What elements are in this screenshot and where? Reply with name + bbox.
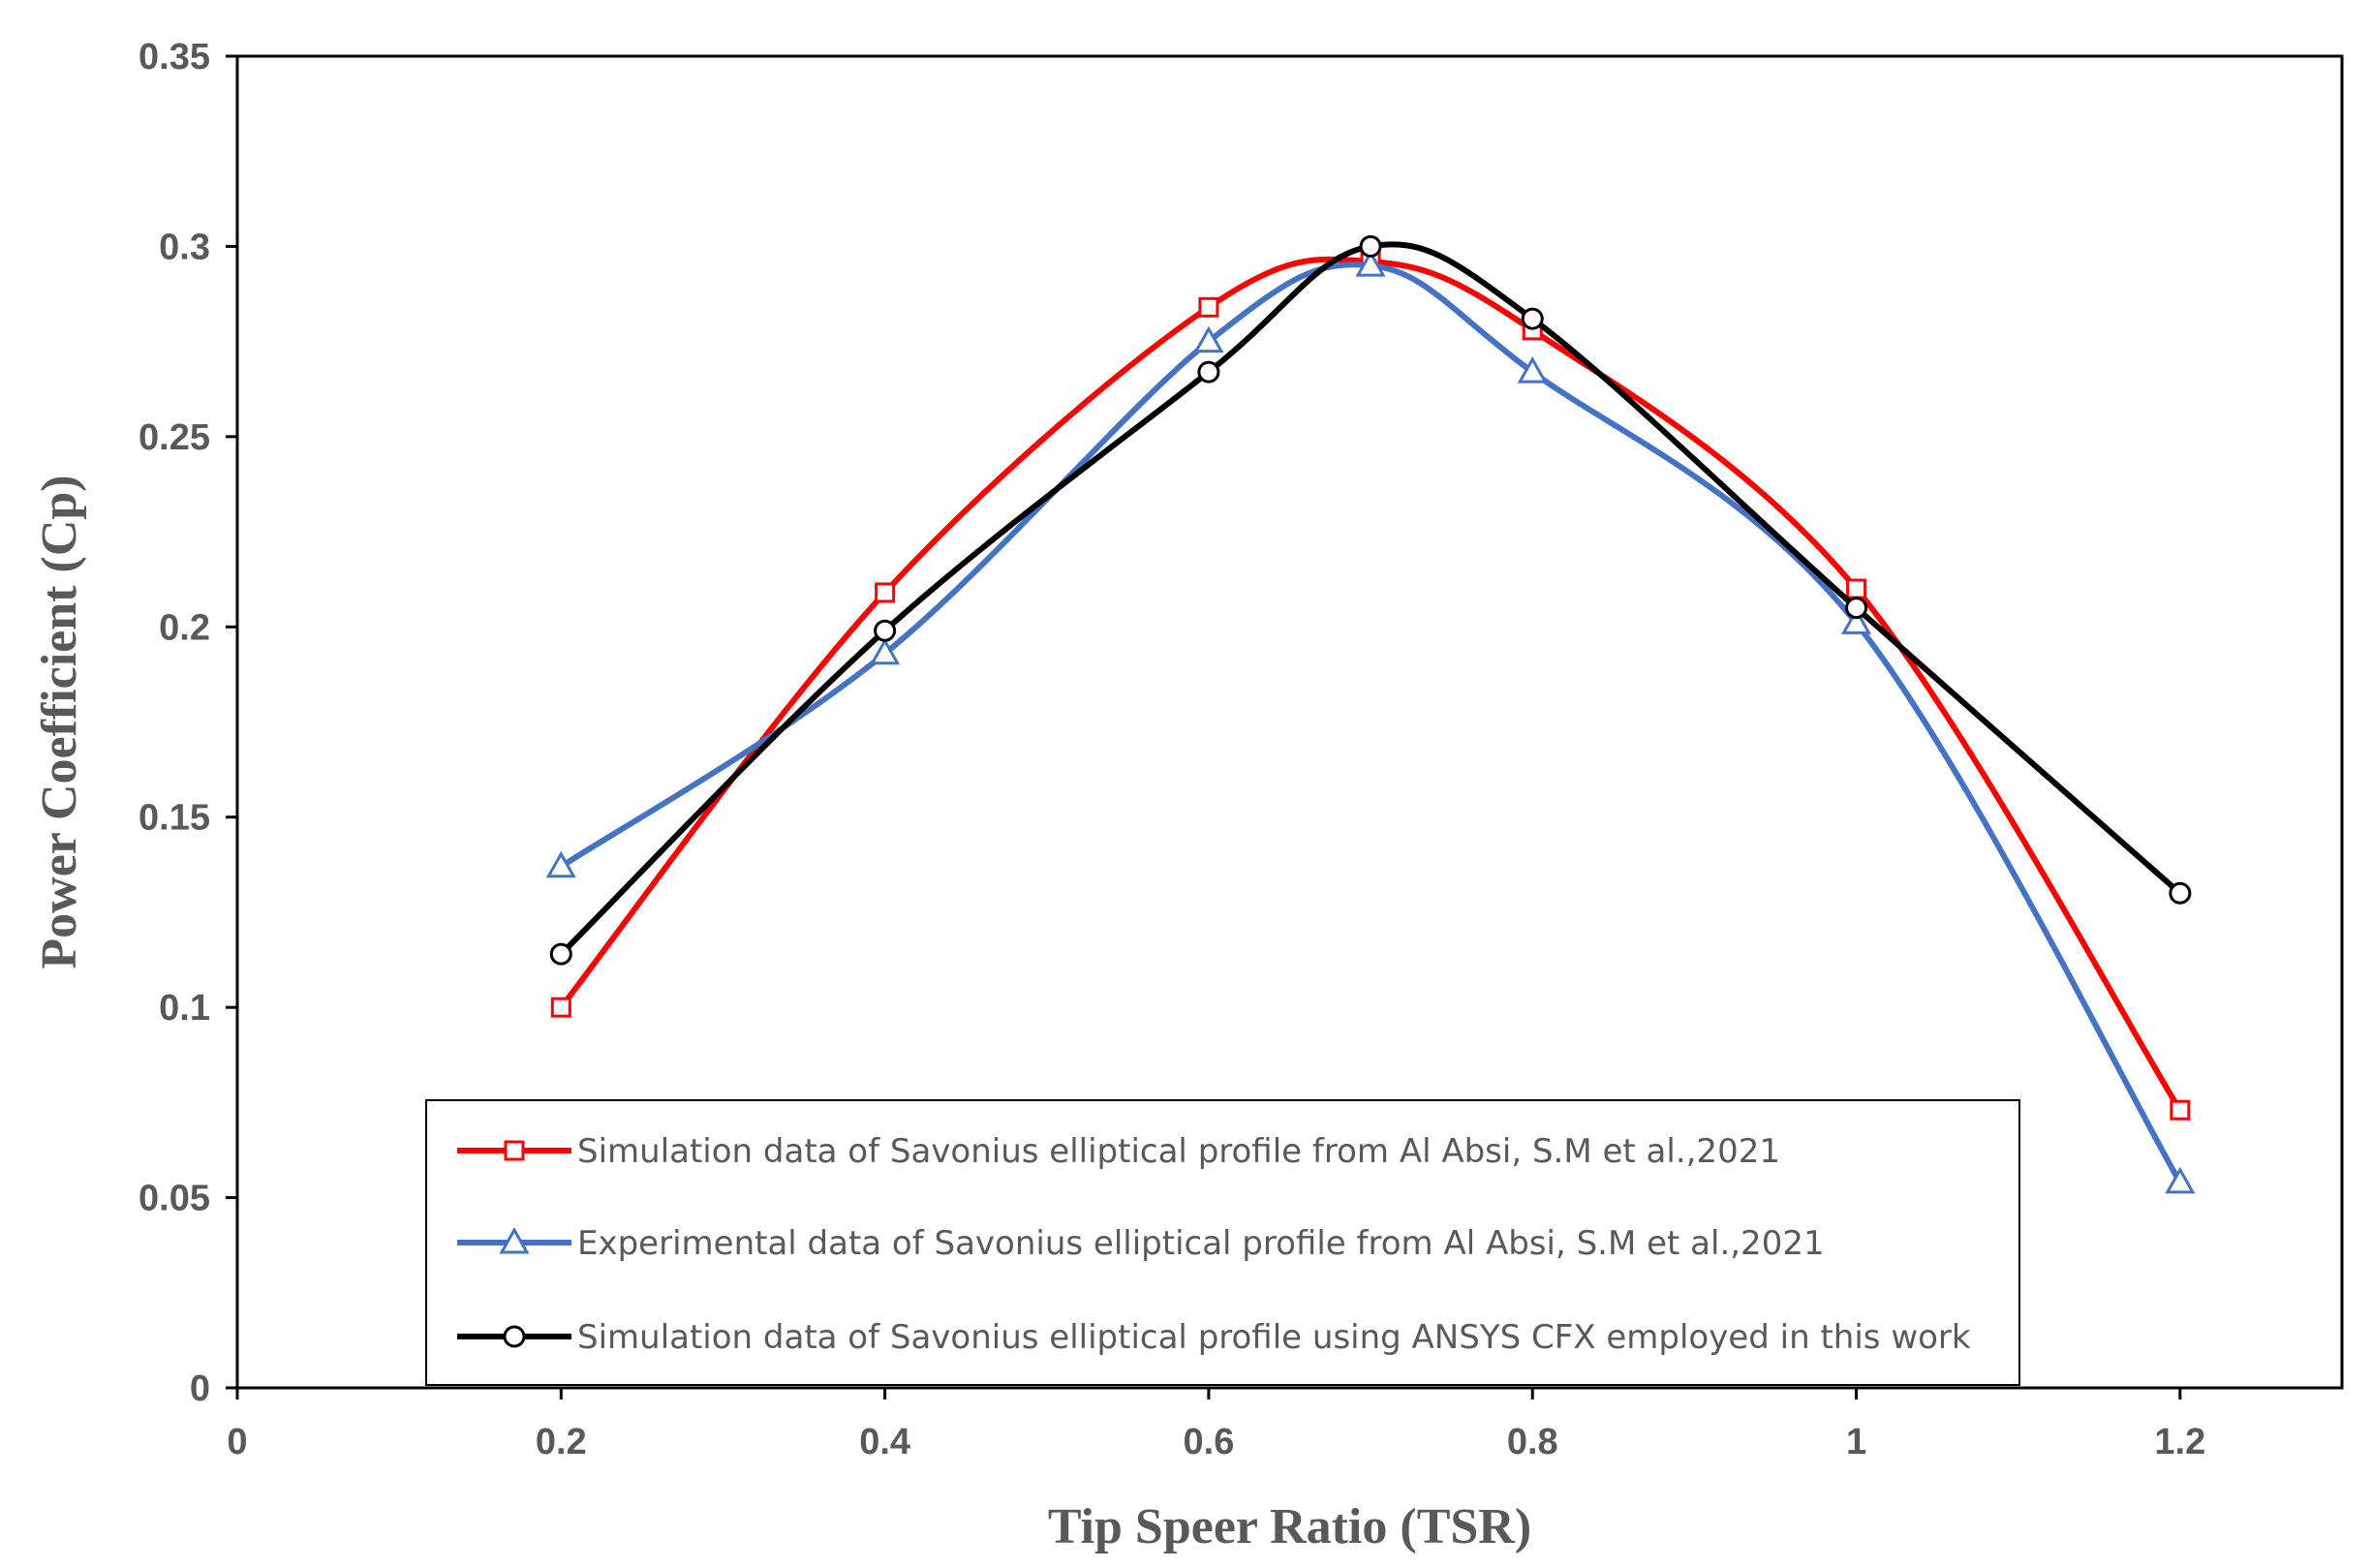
data-point-square: [875, 582, 896, 603]
series-2: [545, 250, 2196, 1194]
series-line: [558, 261, 2183, 1185]
plot-area-frame: [235, 54, 2344, 1390]
data-point-circle: [1521, 307, 1544, 330]
y-tick-label: 0.35: [139, 37, 210, 77]
series-line: [558, 241, 2183, 958]
legend-swatch-marker: [504, 1140, 525, 1161]
legend-label: Experimental data of Savonius elliptical…: [577, 1224, 1825, 1263]
y-axis-title: Power Coefficient (Cp): [32, 475, 87, 968]
data-point-triangle: [1840, 607, 1872, 634]
series-line: [558, 256, 2183, 1114]
data-point-triangle: [1193, 325, 1224, 354]
y-tick-label: 0.3: [159, 227, 210, 267]
y-tick-label: 0.05: [139, 1179, 210, 1219]
data-point-circle: [2169, 881, 2192, 905]
data-point-triangle: [2165, 1166, 2196, 1194]
y-tick-label: 0: [190, 1368, 210, 1409]
legend-items: Simulation data of Savonius elliptical p…: [457, 1132, 1971, 1357]
y-tick-label: 0.1: [159, 988, 210, 1029]
legend: Simulation data of Savonius elliptical p…: [425, 1099, 2020, 1386]
y-tick-label: 0.25: [139, 417, 210, 458]
data-point-triangle: [1355, 250, 1386, 277]
x-axis-title: Tip Speer Ratio (TSR): [1048, 1499, 1531, 1554]
x-tick-label: 1: [1846, 1422, 1866, 1462]
data-point-circle: [1845, 597, 1868, 620]
data-point-square: [550, 997, 571, 1018]
x-tick-label: 0.2: [536, 1422, 587, 1462]
data-point-circle: [1197, 360, 1220, 384]
data-point-circle: [874, 619, 897, 642]
x-tick-label: 0.8: [1507, 1422, 1558, 1462]
y-tick-label: 0.2: [159, 607, 210, 648]
series-3: [549, 234, 2192, 966]
data-point-triangle: [870, 637, 901, 665]
axis-ticks: 0 0.2 0.4 0.6 0.8 1 1.2 0 0.05 0.1 0.15 0.2 0.25 0.3 0…: [139, 37, 2205, 1462]
legend-swatch-marker: [503, 1325, 526, 1348]
legend-swatch-marker: [499, 1226, 530, 1254]
data-point-circle: [1359, 234, 1382, 258]
legend-label: Simulation data of Savonius elliptical p…: [577, 1132, 1780, 1171]
x-tick-label: 0: [227, 1422, 247, 1462]
x-tick-label: 0.4: [859, 1422, 910, 1462]
x-tick-label: 0.6: [1184, 1422, 1235, 1462]
y-tick-label: 0.15: [139, 798, 210, 839]
data-point-square: [2170, 1099, 2191, 1121]
x-tick-label: 1.2: [2154, 1422, 2205, 1462]
legend-item: Simulation data of Savonius elliptical p…: [457, 1318, 1971, 1357]
data-point-triangle: [1517, 356, 1548, 384]
series-layer: [545, 234, 2196, 1194]
legend-label: Simulation data of Savonius elliptical p…: [577, 1318, 1971, 1357]
legend-box: [425, 1099, 2020, 1386]
data-point-triangle: [545, 850, 576, 878]
data-point-square: [1846, 578, 1867, 600]
data-point-square: [1198, 296, 1219, 318]
legend-item: Simulation data of Savonius elliptical p…: [457, 1132, 1780, 1171]
data-point-circle: [549, 942, 572, 966]
legend-item: Experimental data of Savonius elliptical…: [457, 1224, 1825, 1263]
